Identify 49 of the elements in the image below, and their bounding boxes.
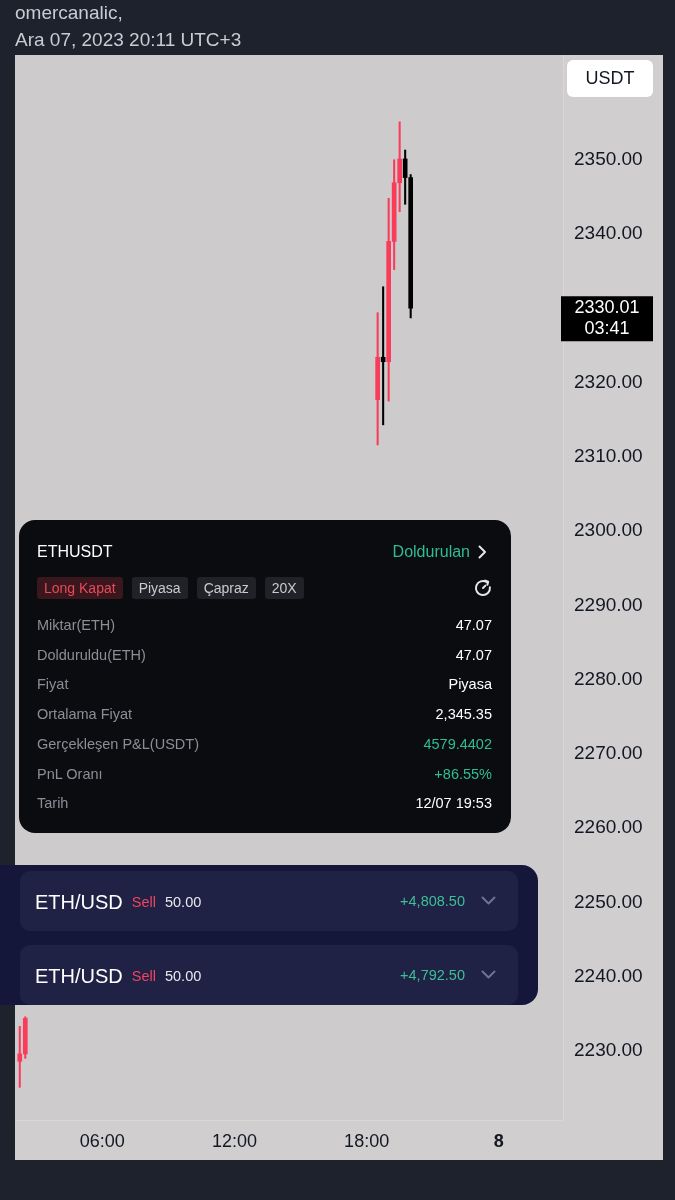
chart-subtitle: Ara 07, 2023 20:11 UTC+3	[15, 29, 242, 51]
y-tick-label: 2340.00	[574, 222, 643, 244]
text: 2,345.35	[435, 706, 492, 723]
text: Sell	[131, 967, 156, 984]
y-tick-label: 2270.00	[574, 742, 643, 764]
category-label: ETH/USD	[35, 890, 123, 913]
text: 50.00	[164, 893, 202, 910]
category-label: Ortalama Fiyat	[37, 706, 133, 723]
y-tick-label: 2240.00	[574, 964, 643, 986]
text: +4,808.50	[400, 893, 465, 909]
text: Piyasa	[448, 676, 492, 693]
annotation: Çapraz	[196, 577, 256, 599]
text: +4,792.50	[400, 967, 465, 983]
y-tick-label: 2290.00	[574, 593, 643, 615]
annotation: Long Kapat	[37, 577, 123, 599]
x-tick-label: 12:00	[211, 1130, 258, 1151]
text: 2330.01	[574, 297, 640, 318]
category-label: Dolduruldu(ETH)	[37, 646, 146, 663]
y-tick-label: 2320.00	[574, 370, 643, 392]
annotation: 20X	[264, 577, 304, 599]
category-label: Gerçekleşen P&L(USDT)	[37, 735, 199, 752]
y-tick-label: 2350.00	[574, 147, 643, 169]
text: Sell	[131, 893, 156, 910]
text: 12/07 19:53	[415, 795, 492, 812]
text: 47.07	[455, 617, 492, 633]
chart-title: omercanalic,	[15, 2, 123, 24]
text: ETHUSDT	[37, 542, 113, 562]
y-tick-label: 2260.00	[574, 816, 643, 838]
category-label: Miktar(ETH)	[37, 617, 116, 633]
y-tick-label: 2310.00	[574, 445, 643, 467]
y-tick-label: 2300.00	[574, 519, 643, 541]
y-tick-label: 2280.00	[574, 667, 643, 689]
text: 50.00	[164, 967, 202, 984]
x-tick-label: 06:00	[79, 1130, 125, 1151]
category-label: Fiyat	[37, 676, 69, 693]
annotation: Piyasa	[131, 577, 188, 599]
category-label: Tarih	[37, 795, 69, 812]
text: Doldurulan	[392, 542, 470, 562]
x-tick-label: 8	[493, 1130, 504, 1151]
text: +86.55%	[434, 765, 492, 782]
y-tick-label: 2230.00	[574, 1039, 643, 1061]
text: 47.07	[455, 646, 492, 663]
category-label: ETH/USD	[35, 964, 123, 987]
x-tick-label: 18:00	[344, 1130, 390, 1151]
text: 03:41	[584, 318, 630, 339]
y-tick-label: 2250.00	[574, 890, 643, 912]
category-label: PnL Oranı	[37, 765, 103, 782]
text: 4579.4402	[423, 735, 492, 752]
y-axis-title: USDT	[567, 60, 653, 97]
